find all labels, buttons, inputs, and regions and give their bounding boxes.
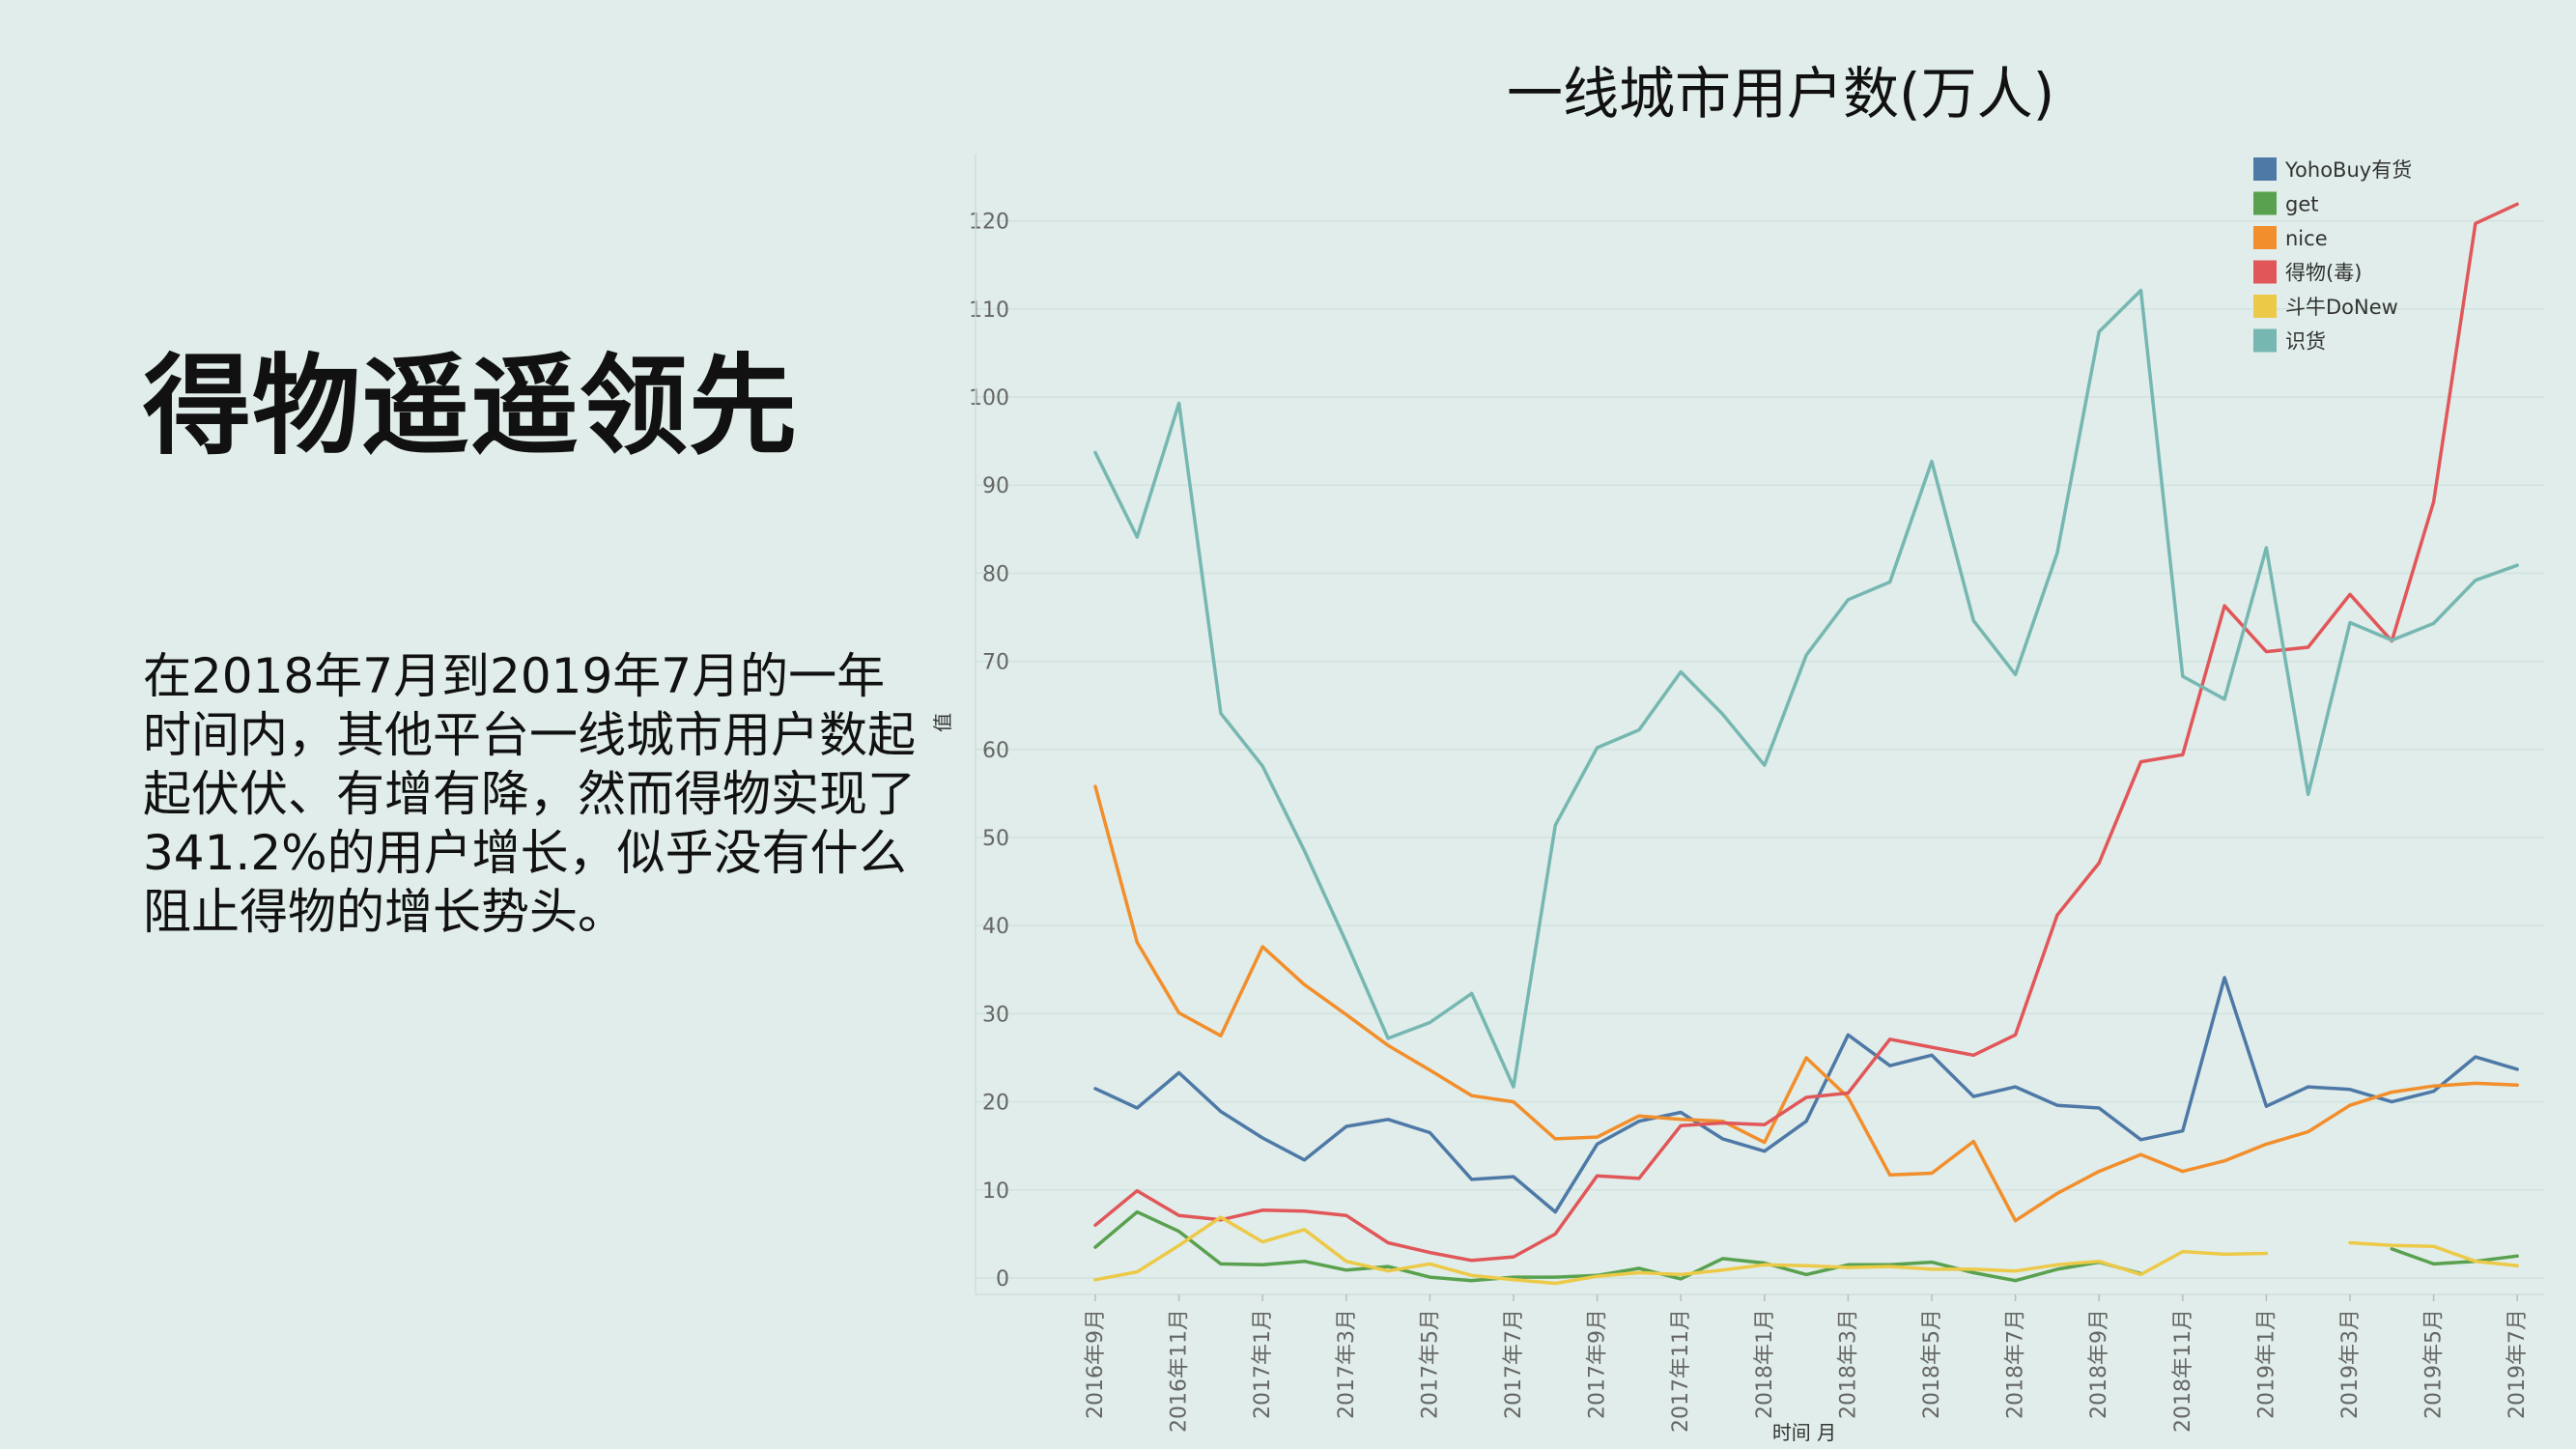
x-tick-label: 2019年7月 — [2505, 1309, 2530, 1419]
legend-swatch — [2253, 157, 2277, 181]
x-tick-label: 2017年7月 — [1502, 1309, 1526, 1419]
series-line — [1093, 288, 2519, 1089]
y-tick-label: 30 — [982, 1003, 1009, 1027]
x-tick-label: 2016年11月 — [1168, 1309, 1192, 1433]
legend-swatch — [2253, 328, 2277, 353]
x-tick-label: 2018年7月 — [2004, 1309, 2028, 1419]
x-axis-title: 时间 月 — [1772, 1421, 1836, 1444]
legend-swatch — [2253, 260, 2277, 284]
legend-swatch — [2253, 295, 2277, 318]
x-tick-label: 2017年11月 — [1669, 1309, 1693, 1433]
x-tick-label: 2017年5月 — [1418, 1309, 1442, 1419]
legend-item: 斗牛DoNew — [2253, 295, 2398, 319]
x-tick-label: 2018年3月 — [1836, 1309, 1860, 1419]
legend-label: 斗牛DoNew — [2285, 296, 2398, 319]
y-tick-label: 80 — [982, 562, 1009, 586]
x-tick-label: 2018年5月 — [1920, 1309, 1944, 1419]
legend-label: nice — [2285, 227, 2328, 250]
y-tick-label: 60 — [982, 739, 1009, 763]
y-tick-label: 40 — [982, 915, 1009, 939]
y-tick-label: 10 — [982, 1179, 1009, 1204]
series-5 — [1093, 288, 2519, 1089]
x-tick-label: 2019年3月 — [2338, 1309, 2363, 1419]
legend-item: nice — [2253, 226, 2328, 250]
x-tick-label: 2018年9月 — [2087, 1309, 2111, 1419]
legend: YohoBuy有货 get nice 得物(毒) 斗牛DoNew 识货 — [2253, 157, 2412, 354]
series-2 — [1093, 784, 2519, 1223]
series-line — [1093, 1209, 2519, 1283]
legend-label: 识货 — [2285, 330, 2326, 354]
slide-title: 得物遥遥领先 — [143, 344, 798, 469]
x-tick-label: 2018年11月 — [2171, 1309, 2195, 1433]
x-tick-label: 2016年9月 — [1084, 1309, 1108, 1419]
series-line — [1093, 976, 2519, 1214]
legend-swatch — [2253, 191, 2277, 215]
legend-swatch — [2253, 226, 2277, 249]
series-4 — [1093, 1215, 2519, 1286]
y-tick-label: 90 — [982, 474, 1009, 498]
series-line — [1093, 784, 2519, 1223]
legend-label: 得物(毒) — [2285, 262, 2362, 285]
x-tick-label: 2017年1月 — [1251, 1309, 1275, 1419]
y-tick-label: 0 — [996, 1267, 1009, 1292]
x-axis: 2016年9月 2016年11月 2017年1月 2017年3月 2017年5月 2017… — [976, 1293, 2544, 1444]
legend-item: get — [2253, 191, 2318, 216]
series-3 — [1093, 202, 2519, 1263]
legend-item: 识货 — [2253, 328, 2326, 354]
series-0 — [1093, 976, 2519, 1214]
legend-item: 得物(毒) — [2253, 260, 2362, 285]
x-tick-label: 2019年5月 — [2422, 1309, 2447, 1419]
grid-lines — [976, 219, 2544, 1279]
series-line — [1093, 1215, 2519, 1286]
x-tick-label: 2018年1月 — [1753, 1309, 1777, 1419]
x-tick-label: 2017年3月 — [1335, 1309, 1359, 1419]
series-1 — [1093, 1209, 2519, 1283]
y-tick-label: 70 — [982, 651, 1009, 675]
series-lines — [1093, 202, 2519, 1286]
y-axis-title: 值 — [931, 713, 954, 732]
y-tick-label: 50 — [982, 827, 1009, 851]
series-line — [1093, 202, 2519, 1263]
legend-label: YohoBuy有货 — [2284, 158, 2412, 182]
chart-title: 一线城市用户数(万人) — [1507, 61, 2055, 127]
y-tick-label: 20 — [982, 1092, 1009, 1116]
x-tick-label: 2019年1月 — [2254, 1309, 2279, 1419]
slide-body-text: 在2018年7月到2019年7月的一年时间内，其他平台一线城市用户数起起伏伏、有… — [143, 648, 916, 940]
legend-item: YohoBuy有货 — [2253, 157, 2412, 182]
x-tick-label: 2017年9月 — [1586, 1309, 1610, 1419]
legend-label: get — [2285, 193, 2318, 216]
